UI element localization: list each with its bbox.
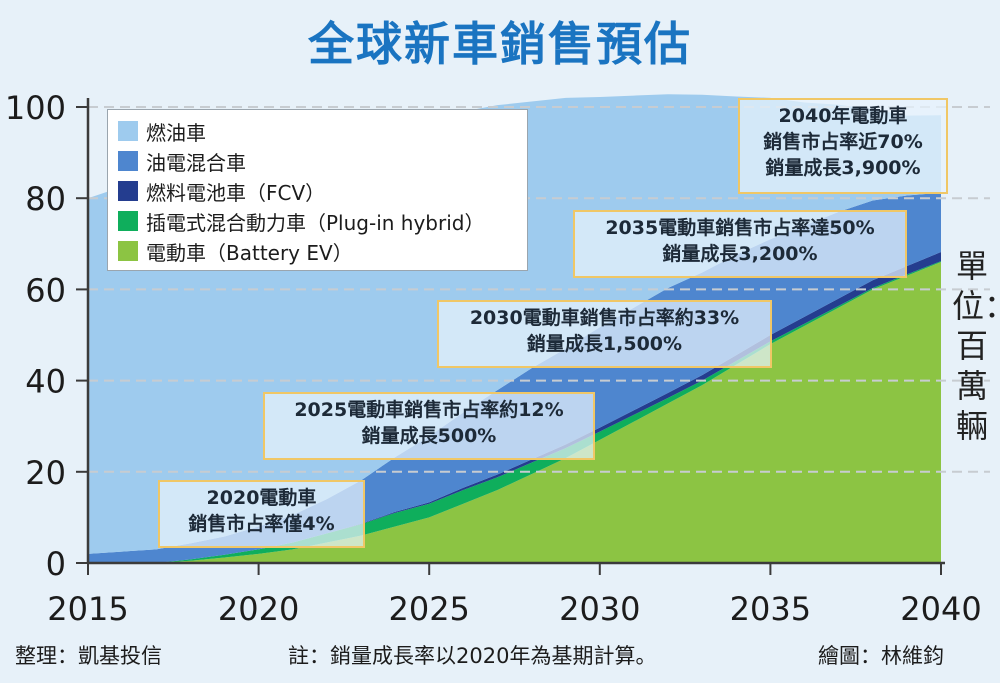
annotation-2040-line3: 銷量成長3,900% (765, 157, 921, 179)
legend-label-ice: 燃油車 (146, 120, 206, 145)
y-tick-label: 20 (25, 454, 66, 492)
y-tick-label: 100 (5, 89, 66, 127)
y-tick-label: 80 (25, 180, 66, 218)
legend-item-fcv: 燃料電池車（FCV） (118, 176, 527, 206)
annotation-2040-line1: 2040年電動車 (778, 105, 908, 127)
legend-item-ice: 燃油車 (118, 116, 527, 146)
x-tick-label: 2025 (388, 590, 469, 628)
annotation-2020-line2: 銷售市占率僅4% (188, 513, 335, 535)
annotation-2020: 2020電動車 銷售市占率僅4% (158, 480, 365, 548)
annotation-2040: 2040年電動車 銷售市占率近70% 銷量成長3,900% (738, 98, 948, 194)
legend-item-phev: 插電式混合動力車（Plug-in hybrid） (118, 206, 527, 236)
annotation-2025-line1: 2025電動車銷售市占率約12% (294, 399, 564, 421)
annotation-2025: 2025電動車銷售市占率約12% 銷量成長500% (263, 392, 595, 460)
legend-label-bev: 電動車（Battery EV） (146, 240, 353, 265)
unit-label: 單位：百萬輛 (952, 247, 1000, 445)
footer-source: 整理：凱基投信 (15, 644, 162, 668)
annotation-2030-line2: 銷量成長1,500% (526, 333, 683, 355)
chart-title: 全球新車銷售預估 (308, 17, 692, 71)
annotation-2025-line2: 銷量成長500% (361, 425, 497, 447)
x-tick-label: 2035 (730, 590, 811, 628)
legend-item-hybrid: 油電混合車 (118, 146, 527, 176)
x-tick-label: 2020 (218, 590, 299, 628)
annotation-2020-line1: 2020電動車 (206, 487, 317, 509)
annotation-2035: 2035電動車銷售市占率達50% 銷量成長3,200% (573, 210, 907, 278)
legend-item-bev: 電動車（Battery EV） (118, 236, 527, 266)
legend: 燃油車 油電混合車 燃料電池車（FCV） 插電式混合動力車（Plug-in hy… (107, 109, 528, 271)
legend-swatch-phev (118, 211, 138, 231)
y-tick-label: 40 (25, 363, 66, 401)
footer-note: 註：銷量成長率以2020年為基期計算。 (288, 644, 657, 668)
legend-swatch-fcv (118, 181, 138, 201)
series-area-3 (88, 192, 941, 563)
series-area-0 (88, 262, 941, 563)
x-tick-label: 2030 (559, 590, 640, 628)
legend-swatch-ice (118, 121, 138, 141)
y-tick-label: 0 (46, 545, 66, 583)
annotation-2030: 2030電動車銷售市占率約33% 銷量成長1,500% (437, 300, 772, 368)
legend-swatch-bev (118, 241, 138, 261)
annotation-2040-line2: 銷售市占率近70% (763, 131, 923, 153)
x-tick-label: 2040 (900, 590, 981, 628)
legend-swatch-hybrid (118, 151, 138, 171)
x-tick-label: 2015 (47, 590, 128, 628)
footer-credit: 繪圖：林維鈞 (818, 644, 944, 668)
legend-label-phev: 插電式混合動力車（Plug-in hybrid） (146, 210, 485, 235)
annotation-2035-line1: 2035電動車銷售市占率達50% (605, 217, 875, 239)
legend-label-fcv: 燃料電池車（FCV） (146, 180, 326, 205)
legend-label-hybrid: 油電混合車 (146, 150, 246, 175)
y-tick-label: 60 (25, 271, 66, 309)
annotation-2030-line1: 2030電動車銷售市占率約33% (469, 307, 740, 329)
annotation-2035-line2: 銷量成長3,200% (662, 243, 818, 265)
